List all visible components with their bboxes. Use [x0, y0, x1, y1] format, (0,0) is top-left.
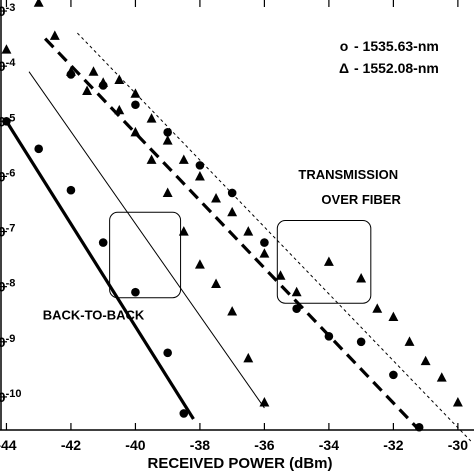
- triangle-point: [243, 226, 254, 236]
- legend-label: - 1552.08-nm: [354, 60, 439, 76]
- triangle-point: [259, 397, 270, 407]
- annotation-label: BACK-TO-BACK: [43, 308, 145, 323]
- triangle-point: [259, 248, 270, 258]
- triangle-point: [49, 30, 60, 40]
- triangle-point: [146, 113, 157, 123]
- circle-point: [227, 188, 237, 198]
- y-tick-label: 10-3: [0, 2, 15, 19]
- legend-marker-triangle: Δ: [339, 60, 349, 76]
- triangle-point: [114, 74, 125, 84]
- triangle-point: [227, 206, 238, 217]
- x-tick-label: -36: [254, 437, 274, 453]
- y-tick-label: 10-4: [0, 57, 16, 74]
- triangle-point: [88, 66, 99, 76]
- annotation-label: TRANSMISSION: [298, 167, 398, 182]
- highlight-box: [276, 220, 372, 304]
- circle-point: [98, 81, 108, 90]
- triangle-point: [388, 311, 399, 322]
- x-tick-label: -34: [319, 437, 339, 453]
- triangle-point: [275, 270, 286, 280]
- annotation-label: OVER FIBER: [321, 192, 401, 207]
- triangle-point: [404, 336, 415, 346]
- x-tick-label: -38: [190, 437, 210, 453]
- triangle-point: [356, 272, 367, 283]
- legend-marker-circle: o: [340, 38, 349, 54]
- x-axis-label: RECEIVED POWER (dBm): [147, 455, 332, 472]
- x-tick-label: -40: [125, 437, 145, 453]
- legend-label: - 1535.63-nm: [354, 38, 439, 54]
- circle-point: [66, 70, 76, 79]
- triangle-point: [178, 226, 189, 236]
- x-tick-label: -32: [383, 437, 403, 453]
- circle-point: [98, 238, 108, 247]
- y-tick-label: 10-9: [0, 333, 15, 350]
- triangle-point: [436, 372, 447, 382]
- highlight-boxes: [109, 211, 372, 304]
- circle-point: [131, 287, 140, 297]
- triangle-point: [211, 278, 221, 288]
- circle-point: [66, 185, 76, 195]
- circle-point: [195, 161, 205, 170]
- plot-frame: [0, 0, 474, 431]
- triangle-point: [130, 126, 141, 137]
- circle-point: [131, 100, 140, 110]
- circle-point: [163, 128, 172, 137]
- x-tick-label: -30: [448, 437, 468, 453]
- fit-line-thick-solid: [5, 120, 195, 420]
- triangle-point: [162, 135, 173, 145]
- triangle-point: [227, 306, 238, 316]
- triangle-point: [162, 187, 173, 197]
- highlight-box: [109, 211, 182, 299]
- annotations: BACK-TO-BACK TRANSMISSION OVER FIBER: [43, 167, 402, 323]
- legend: o - 1535.63-nm Δ - 1552.08-nm: [339, 38, 439, 76]
- triangle-point: [243, 352, 254, 363]
- circle-point: [414, 422, 424, 432]
- y-tick-label: 10-10: [0, 388, 21, 405]
- triangle-point: [323, 256, 334, 266]
- triangle-point: [1, 44, 12, 54]
- circle-point: [34, 144, 43, 154]
- triangle-point: [82, 85, 93, 96]
- triangle-point: [194, 259, 205, 269]
- x-tick-label: -44: [0, 437, 17, 453]
- triangle-point: [114, 104, 125, 115]
- fit-lines: [5, 32, 472, 442]
- triangle-point: [178, 154, 189, 164]
- triangle-point: [372, 303, 383, 313]
- y-axis-ticks: 10-310-410-510-610-710-810-910-10: [0, 2, 21, 405]
- circle-point: [163, 348, 172, 358]
- y-tick-label: 10-7: [0, 223, 15, 240]
- x-axis-ticks: -44 -42 -40 -38 -36 -34 -32 -30: [0, 0, 468, 453]
- fit-line-thick-dashed: [43, 37, 421, 432]
- y-tick-label: 10-6: [0, 167, 15, 184]
- circle-point: [292, 304, 301, 314]
- circle-point: [356, 337, 366, 347]
- triangle-point: [291, 286, 302, 297]
- triangle-point: [146, 154, 157, 164]
- circle-point: [389, 370, 398, 380]
- circle-point: [179, 409, 189, 418]
- y-tick-label: 10-8: [0, 278, 15, 295]
- circle-point: [2, 116, 11, 126]
- triangle-point: [33, 0, 44, 7]
- triangle-point: [452, 397, 463, 407]
- triangle-point: [130, 88, 141, 98]
- circle-point: [324, 331, 334, 341]
- circle-point: [260, 238, 269, 247]
- triangle-point: [194, 171, 205, 181]
- x-tick-label: -42: [61, 437, 81, 453]
- triangle-point: [211, 193, 221, 203]
- data-points: [1, 0, 463, 432]
- triangle-point: [420, 355, 431, 366]
- fit-line-thin-dotted: [77, 32, 472, 442]
- fit-line-thin-solid: [28, 71, 265, 409]
